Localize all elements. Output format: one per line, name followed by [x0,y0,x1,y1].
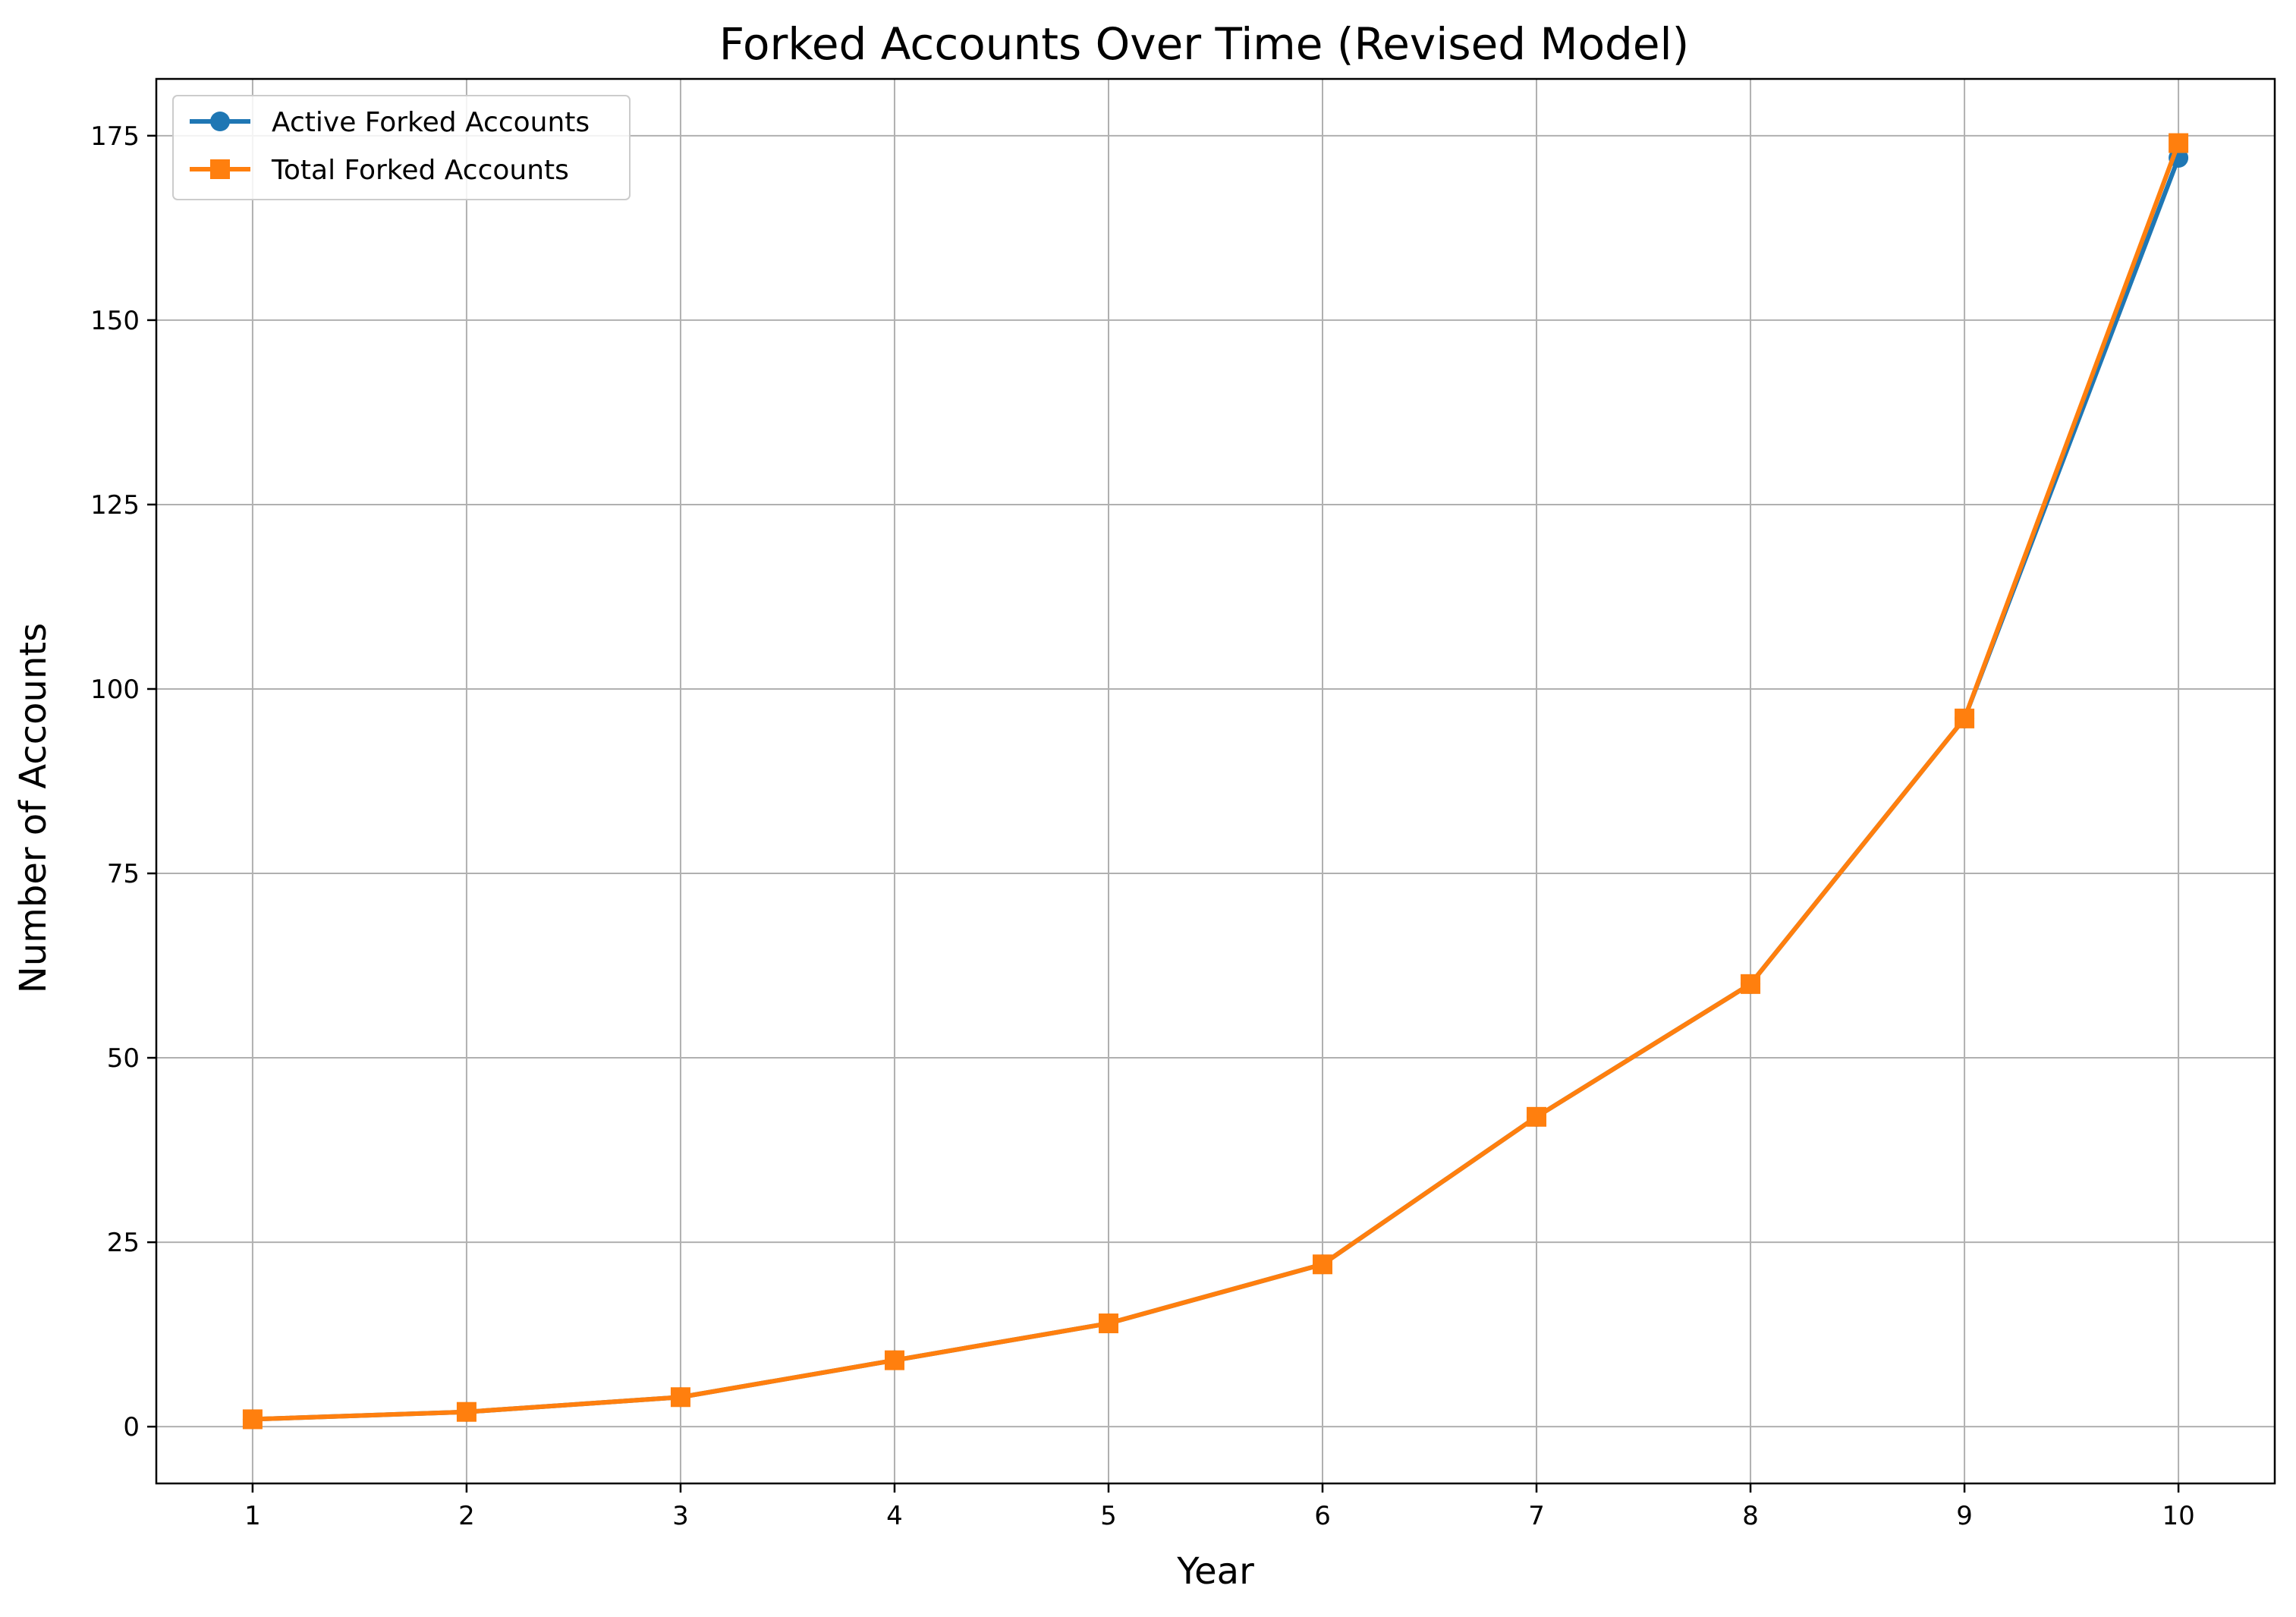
data-point-total-forked-accounts [1313,1254,1333,1275]
y-tick-label: 150 [90,306,140,336]
data-point-total-forked-accounts [1527,1106,1547,1127]
y-tick-label: 75 [107,859,140,889]
x-tick-label: 8 [1742,1501,1759,1531]
plot-frame [155,77,2276,1485]
data-point-total-forked-accounts [1741,974,1761,994]
y-tick-label: 50 [107,1043,140,1074]
legend-marker-total-forked-accounts [210,159,230,179]
chart-title: Forked Accounts Over Time (Revised Model… [719,18,1690,70]
x-axis-label: Year [1176,1550,1254,1593]
x-tick-label: 5 [1100,1501,1117,1531]
plot-series [242,133,2189,1430]
x-tick-label: 6 [1314,1501,1331,1531]
x-tick-label: 10 [2162,1501,2194,1531]
data-point-total-forked-accounts [884,1350,904,1370]
series-total-forked-accounts [242,133,2189,1430]
x-tick-label: 4 [886,1501,903,1531]
data-point-total-forked-accounts [242,1409,263,1430]
data-point-total-forked-accounts [670,1387,690,1408]
x-tick-label: 3 [672,1501,689,1531]
x-tick-label: 1 [244,1501,261,1531]
x-tick-label: 7 [1528,1501,1545,1531]
data-point-total-forked-accounts [1955,708,1975,728]
y-tick-label: 125 [90,490,140,521]
data-point-total-forked-accounts [1098,1313,1118,1334]
legend-label-active-forked-accounts: Active Forked Accounts [272,107,590,138]
grid-lines [156,79,2275,1483]
legend-marker-active-forked-accounts [210,112,230,131]
y-tick-label: 25 [107,1228,140,1258]
y-tick-label: 175 [90,121,140,152]
series-line-total-forked-accounts [250,140,2181,1422]
y-tick-label: 0 [123,1412,140,1442]
y-tick-label: 100 [90,675,140,705]
data-point-total-forked-accounts [456,1402,476,1422]
x-tick-label: 2 [458,1501,475,1531]
y-axis-label: Number of Accounts [12,623,55,993]
data-point-total-forked-accounts [2169,133,2189,153]
legend: Active Forked Accounts Total Forked Accou… [172,95,631,200]
legend-box [172,95,631,200]
legend-label-total-forked-accounts: Total Forked Accounts [271,155,569,186]
x-tick-label: 9 [1956,1501,1973,1531]
